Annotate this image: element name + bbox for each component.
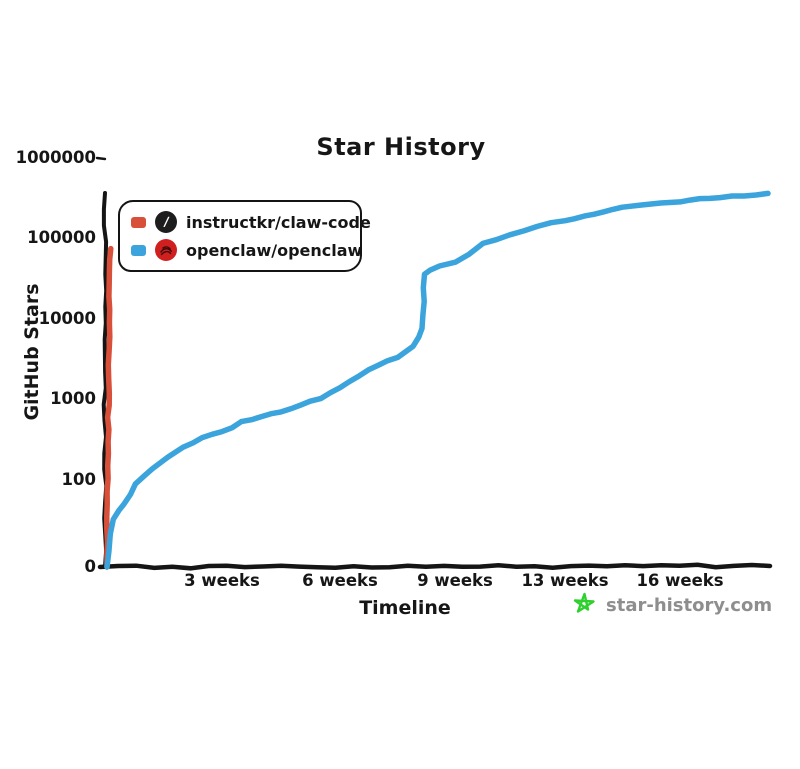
chart-legend: / instructkr/claw-code openclaw/openclaw — [118, 200, 371, 272]
openclaw-color-swatch — [131, 244, 146, 256]
y-tick-label-10000: 10000 — [38, 308, 96, 328]
openclaw-logo-scribble — [160, 246, 172, 256]
y-tick-label-100: 100 — [61, 469, 96, 489]
x-axis-title: Timeline — [359, 597, 451, 619]
y-tick-label-100000: 100000 — [27, 228, 96, 247]
legend-item-openclaw: openclaw/openclaw — [131, 239, 362, 261]
brand-text: star-history.com — [606, 595, 773, 616]
x-tick-label-13-weeks: 13 weeks — [521, 571, 609, 590]
x-axis-line — [97, 562, 773, 571]
legend-item-claw-code: / instructkr/claw-code — [131, 211, 371, 233]
chart-title: Star History — [316, 133, 486, 161]
green-star-icon — [573, 592, 595, 613]
claw-code-color-swatch — [131, 216, 146, 228]
x-tick-label-16-weeks: 16 weeks — [636, 571, 724, 590]
legend-repo-label: openclaw/openclaw — [186, 240, 363, 260]
series-line-openclaw — [104, 190, 771, 570]
y-tick-label-1000000: 1000000 — [15, 147, 96, 167]
star-history-watermark: star-history.com — [571, 592, 772, 619]
x-tick-label-9-weeks: 9 weeks — [417, 571, 493, 590]
openclaw-repo-avatar-icon — [155, 239, 177, 261]
claw-code-repo-avatar-icon: / — [155, 211, 177, 233]
legend-repo-label: instructkr/claw-code — [186, 212, 371, 232]
slash-glyph: / — [162, 214, 170, 230]
x-tick-label-3-weeks: 3 weeks — [184, 571, 260, 590]
x-tick-label-6-weeks: 6 weeks — [302, 571, 378, 590]
y-tick-label-1000: 1000 — [50, 389, 96, 408]
y-tick-label-0: 0 — [84, 556, 96, 576]
y-axis-max-tick — [95, 156, 107, 161]
series-line-claw-code — [104, 245, 114, 570]
